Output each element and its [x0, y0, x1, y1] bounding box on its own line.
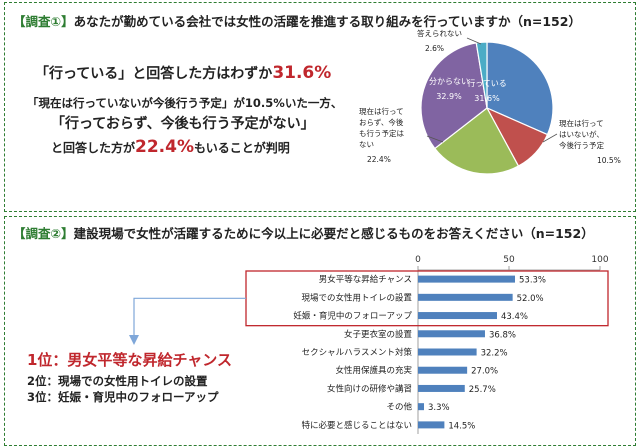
survey2-question: 建設現場で女性が活躍するために今以上に必要だと感じるものをお答えください: [73, 226, 524, 241]
survey1-n: （n=152）: [510, 14, 581, 29]
survey1-tag: 【調査①】: [13, 14, 74, 29]
highlight-line1-pct: 31.6%: [272, 63, 332, 83]
highlight-line4-post: もいることが判明: [194, 141, 290, 155]
survey1-panel: 【調査①】あなたが勤めている会社では女性の活躍を推進する取り組みを行っていますか…: [4, 2, 636, 212]
survey2-title: 【調査②】建設現場で女性が活躍するために今以上に必要だと感じるものをお答えくださ…: [13, 223, 594, 242]
highlight-line1: 「行っている」と回答した方はわずか31.6%: [35, 63, 331, 83]
survey2-n: （n=152）: [523, 226, 594, 241]
survey2-panel: 【調査②】建設現場で女性が活躍するために今以上に必要だと感じるものをお答えくださ…: [4, 216, 636, 446]
highlight-line4-pct: 22.4%: [135, 137, 194, 157]
highlight-line2: 「現在は行っていないが今後行う予定」が10.5%いた一方、: [27, 96, 343, 110]
survey2-tag: 【調査②】: [13, 226, 74, 241]
ranking-second: 2位：現場での女性用トイレの設置: [27, 374, 208, 388]
survey1-title: 【調査①】あなたが勤めている会社では女性の活躍を推進する取り組みを行っていますか…: [13, 11, 581, 30]
highlight-line1-text: 「行っている」と回答した方はわずか: [35, 66, 273, 82]
ranking-third: 3位：妊娠・育児中のフォローアップ: [27, 390, 219, 404]
highlight-line4: と回答した方が22.4%もいることが判明: [51, 137, 290, 157]
highlight-line3: 「行っておらず、今後も行う予定がない」: [51, 116, 315, 132]
highlight-line4-text: と回答した方が: [51, 141, 136, 155]
ranking-first: 1位：男女平等な昇給チャンス: [27, 351, 232, 369]
survey1-question: あなたが勤めている会社では女性の活躍を推進する取り組みを行っていますか: [73, 14, 511, 29]
